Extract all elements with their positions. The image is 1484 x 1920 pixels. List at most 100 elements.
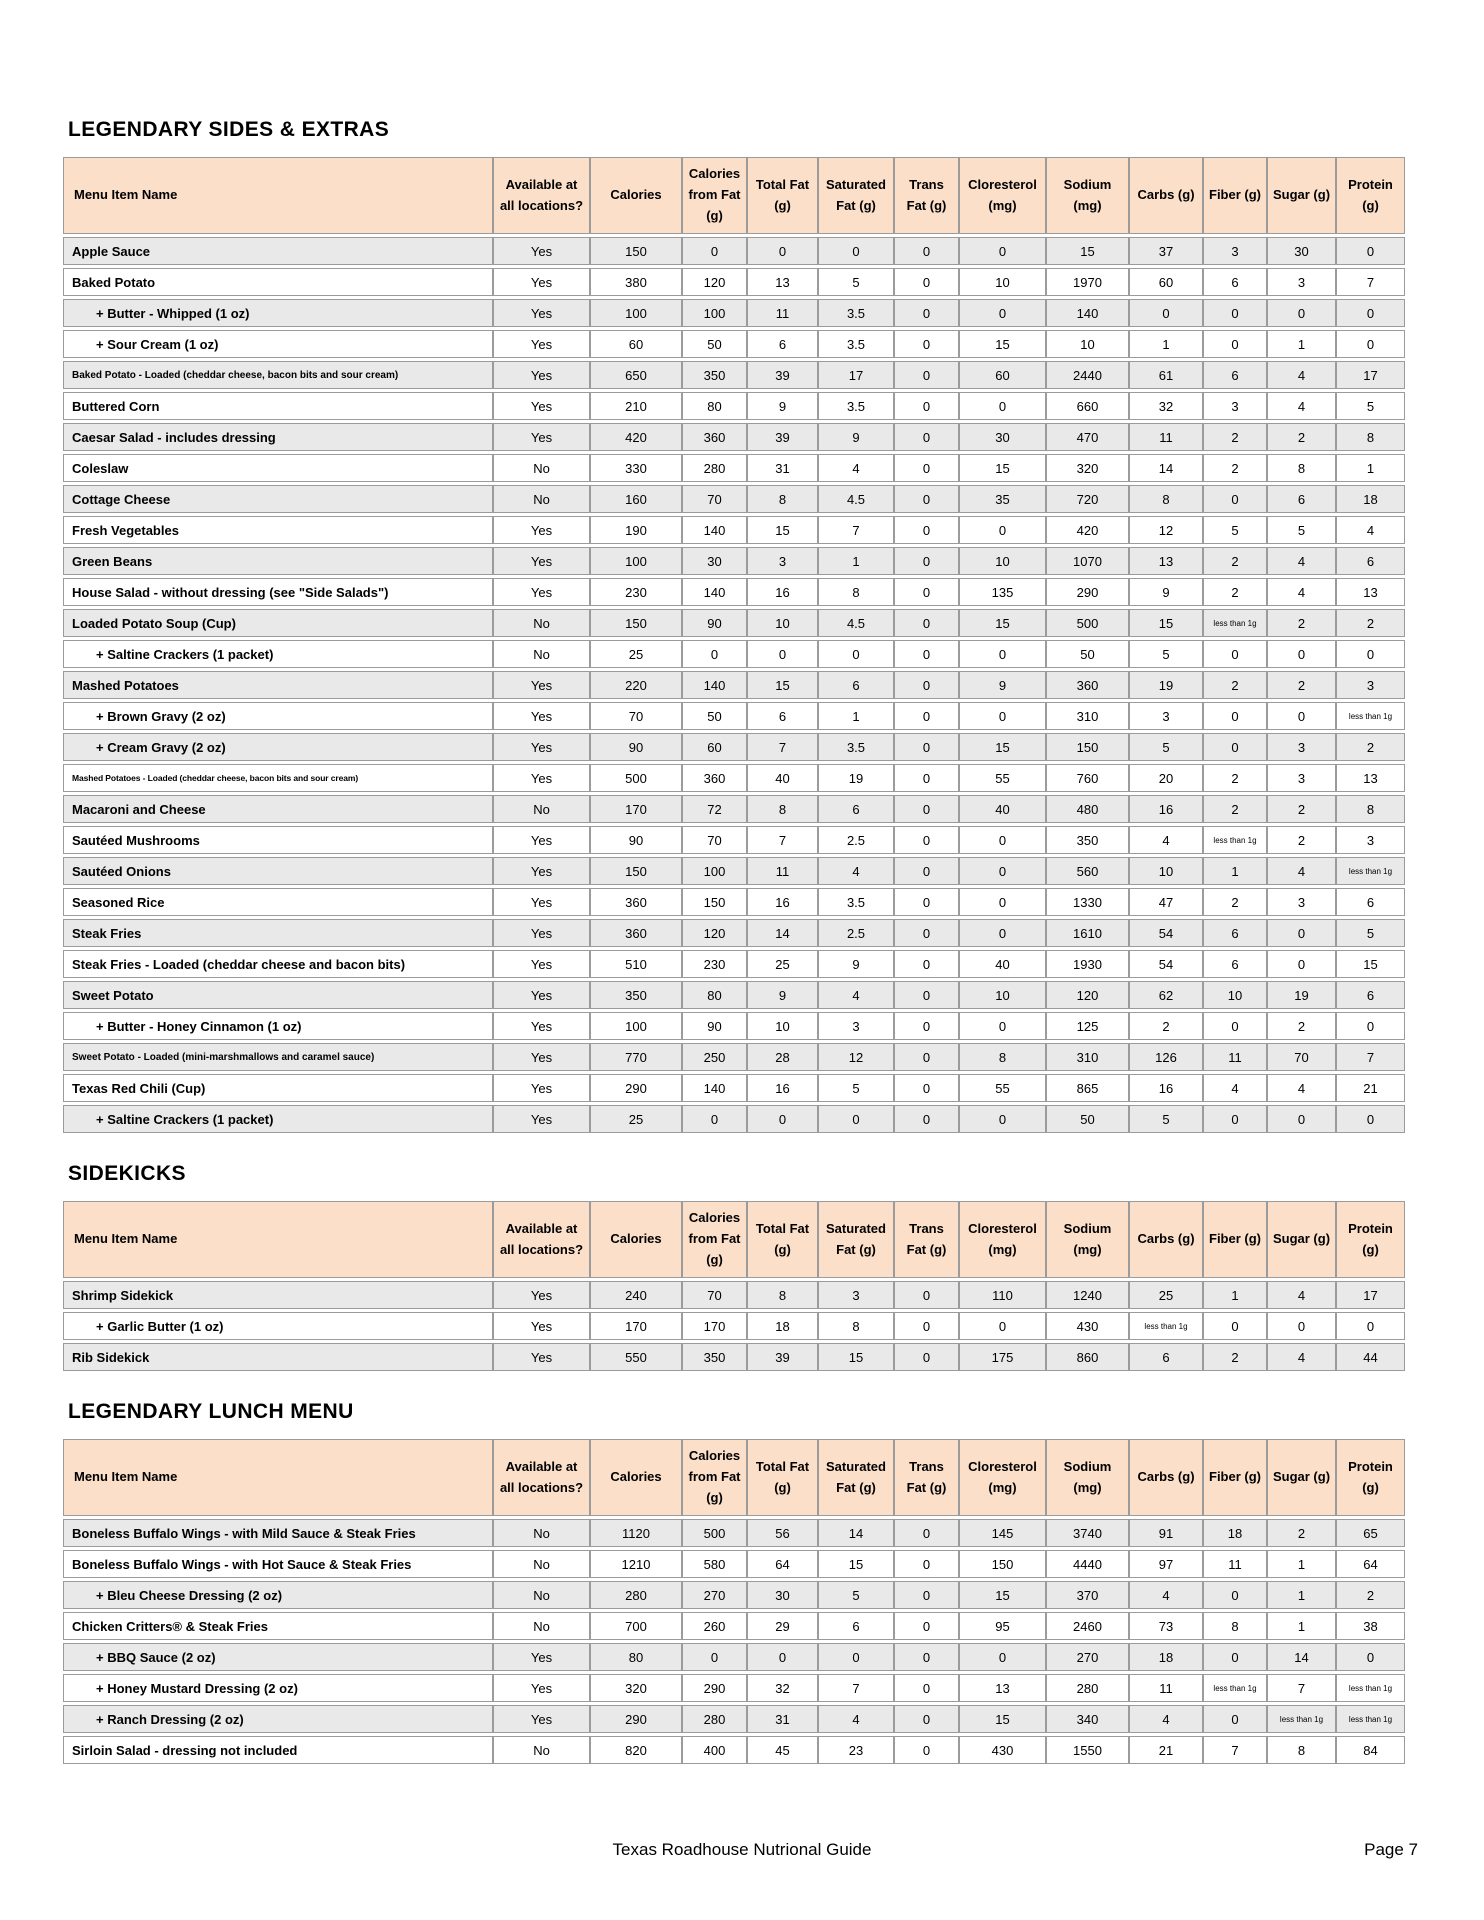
nutrition-value: 30 (682, 547, 747, 575)
nutrition-value: Yes (493, 547, 590, 575)
nutrition-table-lunch-menu: Menu Item Name Available at all locations… (63, 1436, 1405, 1767)
nutrition-value: 0 (894, 1281, 959, 1309)
nutrition-value: 62 (1129, 981, 1203, 1009)
menu-item-name: Steak Fries - Loaded (cheddar cheese and… (63, 950, 493, 978)
nutrition-value: 6 (818, 795, 894, 823)
nutrition-value: 45 (747, 1736, 818, 1764)
table-row: Baked Potato Yes 380 120 13 5 0 10 1970 60 6 3 7 (63, 268, 1405, 296)
nutrition-value: 150 (590, 609, 682, 637)
menu-item-name: Buttered Corn (63, 392, 493, 420)
table-row: + Garlic Butter (1 oz) Yes 170 170 18 8 0 0 430 l… (63, 1312, 1405, 1340)
column-header: Calories from Fat (g) (682, 1201, 747, 1278)
nutrition-value: 35 (959, 485, 1046, 513)
nutrition-value: 2 (1267, 1012, 1336, 1040)
nutrition-value: 140 (682, 516, 747, 544)
nutrition-value: Yes (493, 826, 590, 854)
column-header: Available at all locations? (493, 157, 590, 234)
nutrition-value: Yes (493, 1343, 590, 1371)
nutrition-value: 18 (1336, 485, 1405, 513)
nutrition-value: 140 (682, 671, 747, 699)
nutrition-value: 8 (747, 795, 818, 823)
column-header: Sodium (mg) (1046, 1201, 1129, 1278)
nutrition-value: 55 (959, 764, 1046, 792)
nutrition-value: 0 (818, 1643, 894, 1671)
nutrition-value: 2 (1203, 888, 1267, 916)
nutrition-value: 3740 (1046, 1519, 1129, 1547)
nutrition-value: 6 (1336, 547, 1405, 575)
column-header: Trans Fat (g) (894, 157, 959, 234)
nutrition-value: 310 (1046, 702, 1129, 730)
menu-item-name: Baked Potato - Loaded (cheddar cheese, b… (63, 361, 493, 389)
nutrition-value: 8 (1336, 795, 1405, 823)
menu-item-name: + Saltine Crackers (1 packet) (63, 640, 493, 668)
nutrition-value: 64 (747, 1550, 818, 1578)
nutrition-value: 10 (959, 981, 1046, 1009)
table-row: Green Beans Yes 100 30 3 1 0 10 1070 13 2 4 6 (63, 547, 1405, 575)
nutrition-value: 8 (747, 1281, 818, 1309)
nutrition-value: less than 1g (1203, 609, 1267, 637)
nutrition-value: No (493, 485, 590, 513)
nutrition-value: 5 (1129, 1105, 1203, 1133)
nutrition-value: 0 (747, 1643, 818, 1671)
nutrition-value: 0 (894, 1519, 959, 1547)
nutrition-value: 80 (682, 981, 747, 1009)
nutrition-value: 1 (1129, 330, 1203, 358)
nutrition-value: 100 (590, 299, 682, 327)
nutrition-value: Yes (493, 1012, 590, 1040)
nutrition-value: 6 (747, 702, 818, 730)
nutrition-value: 6 (818, 1612, 894, 1640)
nutrition-value: 150 (590, 857, 682, 885)
nutrition-value: 16 (747, 888, 818, 916)
nutrition-value: 10 (1129, 857, 1203, 885)
nutrition-value: 25 (590, 640, 682, 668)
nutrition-value: 5 (1336, 919, 1405, 947)
nutrition-value: 90 (682, 1012, 747, 1040)
nutrition-value: 230 (590, 578, 682, 606)
nutrition-value: 25 (1129, 1281, 1203, 1309)
nutrition-value: 30 (747, 1581, 818, 1609)
nutrition-value: 0 (894, 1581, 959, 1609)
nutrition-value: 15 (747, 516, 818, 544)
nutrition-value: 12 (1129, 516, 1203, 544)
nutrition-value: 310 (1046, 1043, 1129, 1071)
nutrition-value: 70 (590, 702, 682, 730)
nutrition-value: Yes (493, 981, 590, 1009)
nutrition-value: 1970 (1046, 268, 1129, 296)
nutrition-value: 16 (747, 578, 818, 606)
nutrition-value: 39 (747, 423, 818, 451)
table-row: Mashed Potatoes - Loaded (cheddar cheese… (63, 764, 1405, 792)
nutrition-value: 3 (1336, 826, 1405, 854)
nutrition-value: Yes (493, 671, 590, 699)
nutrition-value: 0 (747, 237, 818, 265)
column-header: Protein (g) (1336, 157, 1405, 234)
nutrition-value: 15 (959, 609, 1046, 637)
column-header: Calories (590, 1201, 682, 1278)
nutrition-value: 5 (1129, 640, 1203, 668)
menu-item-name: House Salad - without dressing (see "Sid… (63, 578, 493, 606)
nutrition-value: 3 (818, 1281, 894, 1309)
nutrition-value: 28 (747, 1043, 818, 1071)
nutrition-value: 8 (818, 1312, 894, 1340)
nutrition-value: 720 (1046, 485, 1129, 513)
nutrition-value: 2 (1203, 578, 1267, 606)
nutrition-value: 0 (894, 1705, 959, 1733)
nutrition-value: 140 (682, 578, 747, 606)
menu-item-name: + Bleu Cheese Dressing (2 oz) (63, 1581, 493, 1609)
menu-item-name: + Cream Gravy (2 oz) (63, 733, 493, 761)
column-header: Calories from Fat (g) (682, 157, 747, 234)
nutrition-value: 70 (682, 1281, 747, 1309)
nutrition-value: 4 (1129, 826, 1203, 854)
nutrition-value: 2460 (1046, 1612, 1129, 1640)
nutrition-value: 13 (1336, 578, 1405, 606)
nutrition-value: 2 (1203, 764, 1267, 792)
nutrition-value: 4 (818, 857, 894, 885)
nutrition-value: 0 (894, 361, 959, 389)
column-header: Sodium (mg) (1046, 1439, 1129, 1516)
nutrition-value: 47 (1129, 888, 1203, 916)
nutrition-value: 61 (1129, 361, 1203, 389)
nutrition-value: 95 (959, 1612, 1046, 1640)
nutrition-value: 290 (590, 1705, 682, 1733)
nutrition-value: 0 (894, 1312, 959, 1340)
menu-item-name: Cottage Cheese (63, 485, 493, 513)
nutrition-value: 0 (959, 1312, 1046, 1340)
